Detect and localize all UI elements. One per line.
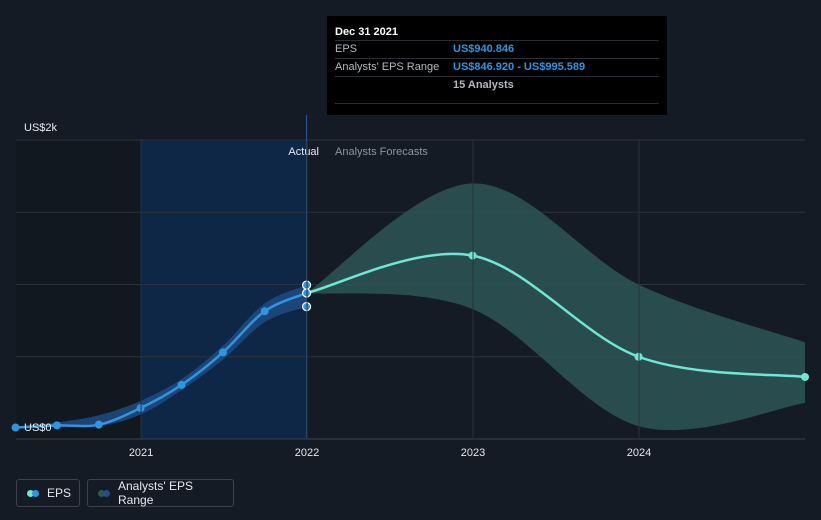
actual-section-label: Actual [288, 146, 319, 158]
x-tick-label-2023: 2023 [461, 447, 485, 459]
eps-tooltip: Dec 31 2021 EPS US$940.846 Analysts' EPS… [327, 16, 667, 115]
tooltip-range-value: US$846.920 - US$995.589 [453, 61, 586, 73]
legend-eps-button[interactable]: EPS [16, 479, 80, 507]
tooltip-eps-value: US$940.846 [453, 43, 515, 55]
actual-eps-point [177, 380, 186, 389]
actual-range-band [15, 285, 307, 429]
tooltip-eps-row: EPS US$940.846 [335, 40, 659, 58]
x-axis-ticks: 2021 2022 2023 2024 [129, 140, 651, 459]
eps-swatch-icon [27, 489, 39, 497]
forecast-range-band [306, 183, 805, 431]
x-tick-label-2021: 2021 [129, 447, 153, 459]
y-axis-label-bottom: US$0 [24, 422, 52, 434]
tooltip-eps-label: EPS [335, 43, 358, 55]
past-shading [16, 140, 142, 439]
y-axis-label-top: US$2k [24, 122, 58, 134]
legend-range-button[interactable]: Analysts' EPS Range [87, 479, 234, 507]
forecast-section-label: Analysts Forecasts [335, 146, 428, 158]
tooltip-range-label: Analysts' EPS Range [335, 61, 440, 73]
actual-eps-point [260, 307, 269, 316]
legend-range-label: Analysts' EPS Range [118, 479, 193, 507]
forecast-eps-point [801, 372, 809, 381]
range-swatch-icon [98, 489, 110, 497]
actual-eps-point [218, 348, 227, 357]
actual-eps-point [94, 420, 103, 429]
forecast-eps-line [306, 252, 806, 379]
x-tick-label-2024: 2024 [627, 447, 651, 459]
actual-eps-point [52, 421, 61, 430]
tooltip-analysts: 15 Analysts [453, 79, 514, 91]
tooltip-range-row: Analysts' EPS Range US$846.920 - US$995.… [335, 58, 659, 76]
tooltip-date: Dec 31 2021 [335, 26, 398, 38]
legend-eps-label: EPS [47, 486, 72, 500]
actual-eps-point [11, 423, 20, 432]
x-tick-label-2022: 2022 [295, 447, 319, 459]
tooltip-analysts-row: 15 Analysts [335, 76, 659, 104]
